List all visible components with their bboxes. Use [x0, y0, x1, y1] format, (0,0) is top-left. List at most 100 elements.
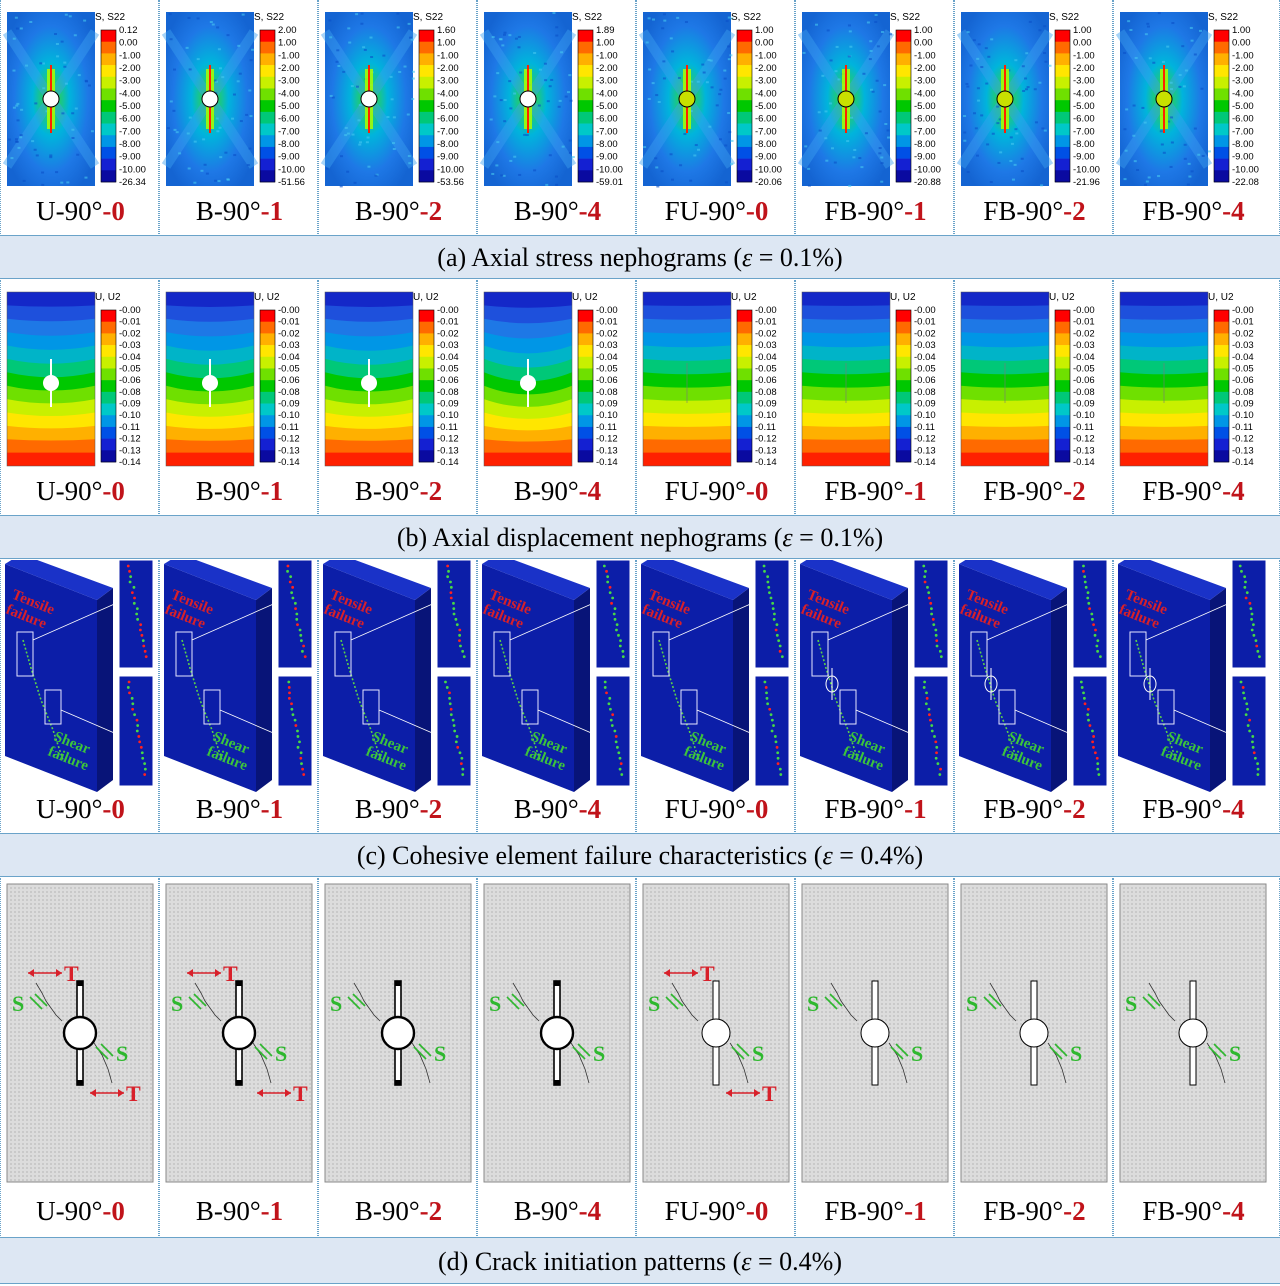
legend-swatch — [260, 345, 275, 358]
legend-tick: -0.02 — [278, 328, 300, 339]
legend-swatch — [260, 65, 275, 78]
tension-crack-label: T — [223, 961, 238, 986]
legend-tick: -0.11 — [1073, 422, 1094, 433]
tension-crack-label: T — [293, 1081, 308, 1106]
specimen-label: FU-90°-0 — [637, 794, 796, 825]
panel-4: S S B-90°-4 — [477, 878, 636, 1236]
specimen-suffix: -4 — [578, 476, 602, 506]
legend-tick: -0.01 — [278, 317, 300, 328]
legend-swatch — [737, 450, 752, 463]
legend-tick: -0.05 — [596, 363, 618, 374]
legend-tick: -1.00 — [1232, 50, 1254, 61]
specimen-base: B-90° — [195, 196, 261, 226]
legend-tick: -8.00 — [914, 139, 936, 150]
legend-swatch — [419, 310, 434, 322]
specimen-base: FU-90° — [664, 1196, 746, 1226]
legend-swatch — [896, 368, 911, 381]
legend-swatch — [419, 41, 434, 54]
legend-swatch — [896, 88, 911, 101]
legend-swatch — [737, 30, 752, 42]
legend-swatch — [101, 41, 116, 54]
legend-tick: -10.00 — [914, 164, 941, 175]
legend-tick: -7.00 — [914, 126, 936, 137]
legend-swatch — [578, 321, 593, 334]
legend-tick: -0.01 — [1073, 317, 1095, 328]
legend-swatch — [101, 111, 116, 124]
legend-swatch — [1214, 426, 1229, 439]
legend-tick: -3.00 — [278, 76, 300, 87]
legend-tick: -2.00 — [596, 63, 618, 74]
specimen-label: U-90°-0 — [1, 476, 160, 507]
hole — [1019, 1018, 1049, 1048]
panel-8: S S FB-90°-4 — [1113, 878, 1280, 1236]
legend-tick: -0.01 — [119, 317, 141, 328]
specimen-suffix: -0 — [102, 1196, 125, 1226]
legend-swatch — [1055, 30, 1070, 42]
legend-swatch — [737, 65, 752, 78]
legend-swatch — [737, 100, 752, 113]
legend-tick: -3.00 — [1232, 76, 1254, 87]
legend-swatch — [896, 321, 911, 334]
specimen-suffix: -4 — [578, 1196, 602, 1226]
legend-tick: -0.06 — [914, 375, 936, 386]
legend-swatch — [737, 310, 752, 322]
legend-tick: -0.13 — [119, 445, 141, 456]
legend-tick: -0.02 — [437, 328, 459, 339]
legend-tick: -2.00 — [437, 63, 459, 74]
hole — [701, 1018, 731, 1048]
legend-swatch — [1214, 333, 1229, 346]
legend-tick: -53.56 — [437, 177, 464, 188]
legend-swatch — [1214, 170, 1229, 183]
legend-swatch — [1055, 123, 1070, 136]
specimen-label: FB-90°-1 — [796, 1196, 955, 1227]
legend-tick: 1.00 — [596, 38, 615, 49]
panel-graphic: SS — [1119, 883, 1267, 1183]
specimen-base: FB-90° — [824, 1196, 905, 1226]
panel-graphic: U, U2 -0.00-0.01-0.02-0.03-0.04-0.05-0.06… — [1119, 291, 1254, 468]
panel-graphic: S, S22 1.00 0.00-1.00 -2.00 -3.00-4.00 -5.00 -… — [638, 12, 782, 188]
legend-tick: -0.00 — [1073, 305, 1095, 316]
legend-tick: -5.00 — [914, 101, 936, 112]
block-front — [641, 564, 733, 792]
legend-tick: -0.14 — [755, 457, 777, 468]
hole — [519, 90, 537, 108]
legend-tick: -0.11 — [755, 422, 776, 433]
legend-swatch — [578, 30, 593, 42]
legend-tick: -0.05 — [914, 363, 936, 374]
legend-tick: -0.08 — [1232, 387, 1254, 398]
zoom-inset — [595, 675, 631, 787]
legend-swatch — [896, 403, 911, 416]
legend-tick: -4.00 — [596, 88, 618, 99]
legend-swatch — [1055, 438, 1070, 451]
specimen-base: U-90° — [36, 196, 103, 226]
legend-tick: -0.03 — [914, 340, 936, 351]
specimen-label: FB-90°-1 — [796, 476, 955, 507]
panel-2: S S T T B-90°-1 — [159, 878, 318, 1236]
legend-swatch — [260, 158, 275, 171]
panel-graphic: S, S22 1.00 0.00-1.00 -2.00 -3.00-4.00 -5.00 -… — [1115, 12, 1259, 188]
caption-d-suffix: = 0.4%) — [751, 1247, 842, 1276]
legend-swatch — [260, 146, 275, 159]
legend-swatch — [419, 170, 434, 183]
legend-swatch — [1055, 310, 1070, 322]
legend-tick: -0.01 — [437, 317, 459, 328]
caption-a: (a) Axial stress nephograms (ε = 0.1%) — [0, 235, 1280, 279]
panel-graphic: S, S22 1.00 0.00-1.00 -2.00 -3.00-4.00 -5.00 -… — [956, 12, 1100, 188]
panel-8: S, S22 1.00 0.00 -1.00 -2.00 -3.00 -4.00 -5.00 -… — [1113, 0, 1280, 234]
specimen-suffix: -4 — [1222, 196, 1245, 226]
legend-swatch — [419, 30, 434, 42]
legend-swatch — [419, 321, 434, 334]
legend-tick: -0.08 — [1073, 387, 1095, 398]
legend-tick: -0.02 — [914, 328, 936, 339]
legend-title: S, S22 — [572, 12, 602, 23]
legend-swatch — [896, 100, 911, 113]
panel-1: U, U2 -0.00 -0.01 -0.02 -0.03 -0.04 -0.05 -0.06… — [0, 280, 159, 514]
legend-tick: -20.06 — [755, 177, 782, 188]
specimen-suffix: -2 — [1063, 476, 1086, 506]
legend-swatch — [419, 345, 434, 358]
shear-crack-label: S — [12, 991, 24, 1016]
legend-swatch — [737, 403, 752, 416]
specimen-label: U-90°-0 — [1, 794, 160, 825]
legend-tick: -0.00 — [437, 305, 459, 316]
